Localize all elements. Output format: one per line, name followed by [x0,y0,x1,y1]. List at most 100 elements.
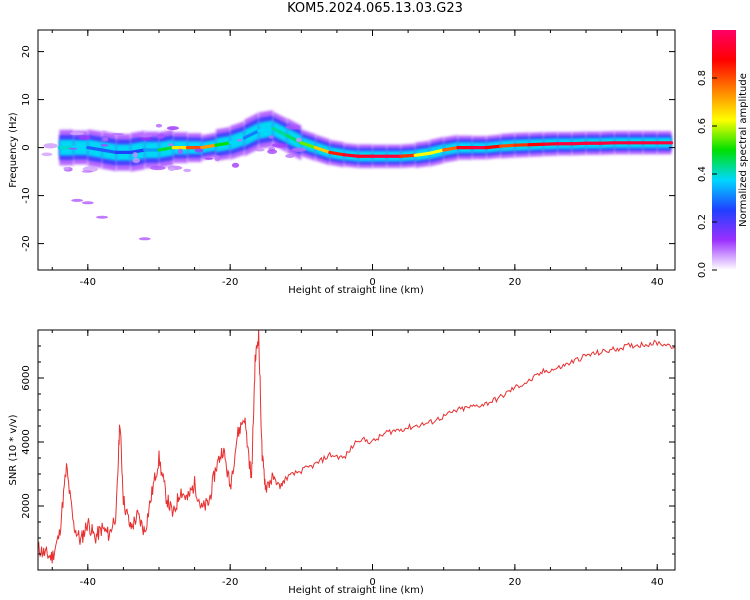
heatmap-ridge-segment [257,126,275,133]
heatmap-speckle [102,137,109,142]
colorbar-label: Normalized spectral amplitude [738,73,749,227]
heatmap-x-tick-label: -40 [80,277,96,288]
colorbar-tick-label: 0.6 [697,118,708,134]
heatmap-y-tick-label: 20 [21,45,32,58]
heatmap-speckle [138,237,151,241]
heatmap-speckle [236,138,243,142]
heatmap-ridge-segment [484,144,503,150]
heatmap-x-axis-label: Height of straight line (km) [288,285,424,296]
colorbar-tick-label: 0.2 [697,214,708,230]
snr-x-tick-label: 40 [651,577,664,588]
heatmap-plot-area [41,110,674,241]
heatmap-y-tick-label: 10 [21,93,32,106]
heatmap-ridge-segment [299,141,318,150]
heatmap-speckle [156,133,165,139]
heatmap-speckle [112,132,124,136]
colorbar-tick-label: 0.8 [697,70,708,86]
figure-title: KOM5.2024.065.13.03.G23 [287,1,463,16]
heatmap-speckle [285,154,295,158]
heatmap-speckle [96,215,109,219]
heatmap-speckle [155,123,163,128]
colorbar: 0.0 0.2 0.4 0.6 0.8 Normalized spectral ampl… [697,30,749,278]
snr-x-tick-label: -20 [222,577,238,588]
heatmap-speckle [132,157,141,164]
heatmap-speckle [139,137,153,141]
colorbar-axis: 0.0 0.2 0.4 0.6 0.8 [697,70,717,278]
heatmap-x-axis: -40 -20 0 20 40 [51,30,664,288]
heatmap-speckle [271,143,288,148]
heatmap-speckle [69,131,85,136]
heatmap-ridge-segment [328,150,346,157]
heatmap-y-tick-label: 0 [21,144,32,150]
heatmap-speckle [81,201,94,205]
heatmap-speckle [166,126,179,131]
heatmap-ridge-segment [413,151,432,157]
snr-x-axis-label: Height of straight line (km) [288,585,424,596]
heatmap-speckle [63,166,70,170]
heatmap-y-tick-label: -20 [21,235,32,251]
heatmap-ridge-segment [128,148,147,154]
heatmap-ridge-segment [313,146,332,154]
snr-frame [37,329,676,571]
heatmap-speckle [68,147,78,150]
heatmap-ridge-segment [100,148,118,154]
snr-y-tick-label: 6000 [21,365,32,390]
heatmap-ridge-segment [214,141,232,147]
heatmap-speckle [43,143,58,149]
heatmap-y-axis-label: Frequency (Hz) [8,112,19,188]
colorbar-tick-label: 0.0 [697,262,708,278]
snr-x-tick-label: 0 [369,577,375,588]
heatmap-speckle [194,148,204,153]
heatmap-speckle [100,130,108,133]
snr-y-tick-label: 4000 [21,429,32,454]
heatmap-ridge-segment [427,148,446,155]
heatmap-ridge-segment [200,143,218,150]
snr-x-tick-label: -40 [80,577,96,588]
heatmap-speckle [286,124,301,130]
heatmap-ridge-segment [399,153,417,158]
heatmap-ridge-segment [271,126,289,138]
heatmap-speckle [138,133,153,138]
heatmap-speckle [81,170,94,173]
heatmap-speckle [214,155,221,162]
heatmap-speckle [132,151,138,158]
heatmap-speckle [231,162,240,168]
snr-y-axis: 2000 4000 6000 [21,345,675,555]
heatmap-speckle [71,198,84,202]
heatmap-y-tick-label: -10 [21,187,32,203]
heatmap-speckle [291,147,307,152]
heatmap-y-axis: -20 -10 0 10 20 [21,45,675,252]
snr-x-axis: -40 -20 0 20 40 [51,330,664,588]
colorbar-tick-label: 0.4 [697,166,708,182]
heatmap-ridge-segment [342,153,360,158]
heatmap-speckle [268,135,274,139]
heatmap-speckle [177,148,184,155]
heatmap-ridge-segment [157,146,175,152]
heatmap-speckle [204,157,214,160]
heatmap-speckle [295,137,302,143]
heatmap-speckle [267,149,278,155]
snr-x-tick-label: 20 [508,577,521,588]
heatmap-ridge-segment [499,143,517,148]
heatmap-x-tick-label: 0 [369,277,375,288]
snr-y-axis-label: SNR (10 * v/v) [8,414,19,485]
heatmap-ridge-segment [242,129,261,140]
snr-series-line [38,330,675,564]
heatmap-ridge-segment [86,146,104,152]
heatmap-x-tick-label: 20 [508,277,521,288]
heatmap-speckle [41,152,53,157]
heatmap-x-tick-label: 40 [651,277,664,288]
heatmap-speckle [168,167,176,172]
snr-y-tick-label: 2000 [21,493,32,518]
snr-panel: -40 -20 0 20 40 2000 4000 6000 Height of strai… [8,329,676,596]
heatmap-frame [37,29,676,271]
heatmap-speckle [78,135,91,140]
heatmap-speckle [100,144,109,147]
heatmap-speckle [168,143,174,147]
colorbar-gradient [712,30,736,270]
heatmap-speckle [183,168,192,173]
heatmap-speckle [255,148,265,152]
heatmap-speckle [150,165,166,171]
heatmap-x-tick-label: -20 [222,277,238,288]
